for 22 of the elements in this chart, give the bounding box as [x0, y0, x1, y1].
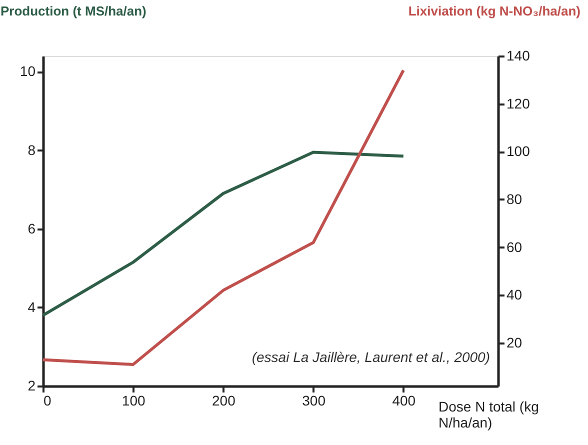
y2-tick-label: 140 [506, 48, 530, 64]
x-tick-label: 400 [392, 392, 416, 408]
y2-tick-label: 20 [506, 334, 522, 350]
y-tick-label: 10 [20, 63, 36, 80]
y2-tick-label: 80 [506, 190, 522, 207]
line-series [42, 150, 405, 317]
x-tick-label: 200 [212, 392, 236, 408]
x-tick-label: 0 [44, 392, 52, 408]
y2-tick-label: 100 [506, 143, 530, 160]
y-tick-label: 6 [28, 220, 36, 236]
y-tick-label: 8 [28, 142, 36, 158]
annotation: (essai La Jaillère, Laurent et al., 2000) [252, 349, 490, 365]
y-axis-title: Production (t MS/ha/an) [0, 4, 146, 18]
y2-axis-title: Lixiviation (kg N-NO₃/ha/an) [408, 4, 580, 18]
x-axis-title: Dose N total (kg N/ha/an) [438, 398, 539, 430]
x-tick-label: 100 [122, 392, 146, 408]
y-tick-label: 4 [28, 298, 36, 315]
y-tick-label: 2 [28, 378, 36, 394]
x-tick-label: 300 [302, 392, 326, 408]
y2-tick-label: 60 [506, 238, 522, 255]
y2-tick-label: 40 [506, 286, 522, 303]
y2-tick-label: 120 [506, 95, 530, 112]
